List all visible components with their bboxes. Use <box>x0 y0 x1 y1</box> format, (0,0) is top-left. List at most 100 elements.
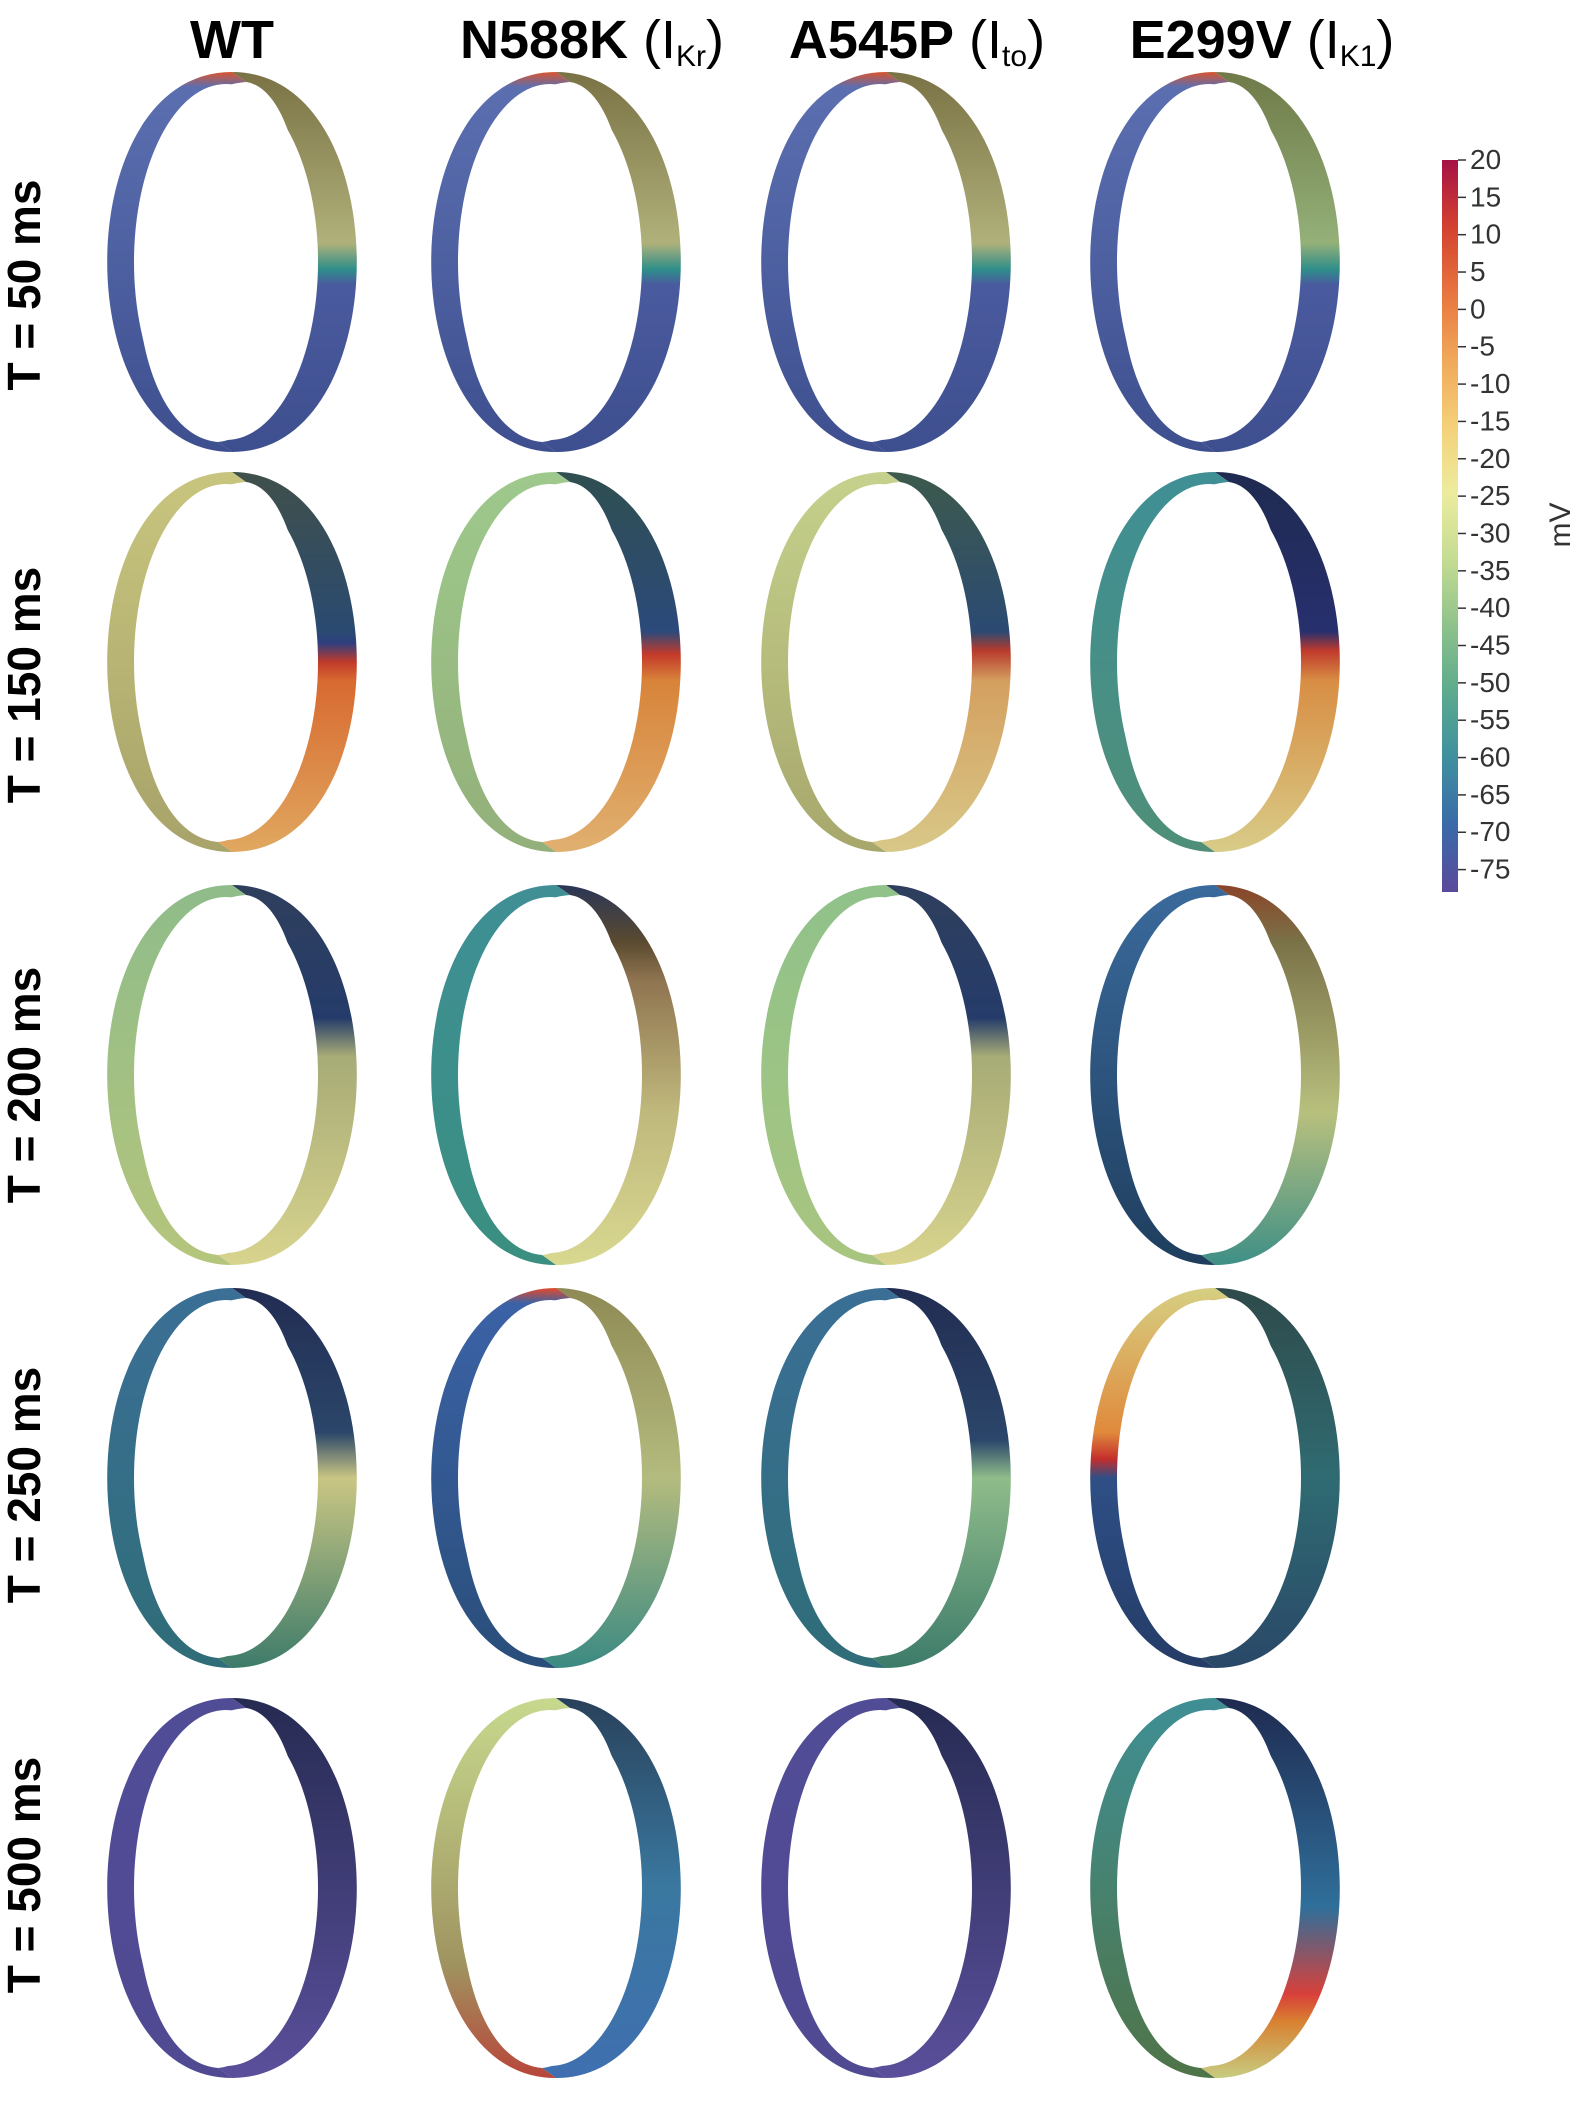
ring-left-band <box>431 1288 570 1668</box>
ring-right-band <box>1201 472 1340 852</box>
ring-left-band <box>1090 1288 1229 1668</box>
colorbar-tick-label: -15 <box>1470 405 1510 436</box>
ring-right-band <box>542 472 681 852</box>
ring-panel <box>431 472 681 852</box>
column-title-main: E299V <box>1130 10 1292 70</box>
colorbar-tick-label: -60 <box>1470 742 1510 773</box>
colorbar-tick-label: 10 <box>1470 219 1501 250</box>
ring-left-band <box>761 472 900 852</box>
ring-right-band <box>542 1698 681 2078</box>
ring-left-band <box>1090 1698 1229 2078</box>
column-title-main: A545P <box>789 10 954 70</box>
ring-left-band <box>107 885 246 1265</box>
colorbar-tick-label: 5 <box>1470 256 1486 287</box>
ring-right-band <box>872 72 1011 452</box>
ring-right-band <box>542 72 681 452</box>
ring-left-band <box>431 885 570 1265</box>
column-current-prefix: (I <box>1292 10 1340 70</box>
ring-panel <box>107 885 357 1265</box>
ring-inner-hole <box>1117 1710 1301 2066</box>
colorbar-ticks: 20 15 10 5 0 -5 -10 -15 -20 -25 -30 -35 -40 -45 -50 -55… <box>1458 144 1510 885</box>
ring-panel <box>107 472 357 852</box>
ring-right-band <box>872 472 1011 852</box>
row-labels: T = 50 ms T = 150 ms T = 200 ms T = 250 … <box>0 180 50 1994</box>
ring-right-band <box>218 1698 357 2078</box>
column-current-suffix: ) <box>1376 10 1394 70</box>
ring-left-band <box>431 472 570 852</box>
colorbar-tick-label: 0 <box>1470 293 1486 324</box>
ring-left-band <box>761 72 900 452</box>
ring-inner-hole <box>134 1300 318 1656</box>
ring-left-band <box>431 1698 570 2078</box>
colorbar-gradient <box>1442 160 1458 892</box>
column-current-subscript: K1 <box>1340 40 1377 73</box>
ring-panel <box>1090 72 1340 452</box>
colorbar-tick-label: -25 <box>1470 480 1510 511</box>
ring-left-band <box>1090 885 1229 1265</box>
ring-inner-hole <box>134 484 318 840</box>
ring-panel <box>761 472 1011 852</box>
ring-panel <box>431 1288 681 1668</box>
ring-panel <box>107 72 357 452</box>
ring-left-band <box>107 1288 246 1668</box>
ring-inner-hole <box>458 1300 642 1656</box>
column-title-main: N588K <box>460 10 628 70</box>
column-current-prefix: (I <box>628 10 676 70</box>
ring-panel <box>107 1698 357 2078</box>
colorbar-tick-label: -10 <box>1470 368 1510 399</box>
column-header-wt: WT <box>190 10 274 70</box>
ring-inner-hole <box>788 897 972 1253</box>
row-label-500ms: T = 500 ms <box>0 1757 50 1994</box>
ring-right-band <box>872 1698 1011 2078</box>
ring-right-band <box>1201 1288 1340 1668</box>
ring-panel <box>431 72 681 452</box>
ring-panels <box>107 72 1340 2078</box>
colorbar-unit-label: mV <box>1544 503 1577 548</box>
row-label-150ms: T = 150 ms <box>0 567 50 804</box>
ring-inner-hole <box>458 1710 642 2066</box>
ring-left-band <box>1090 72 1229 452</box>
ring-panel <box>761 1288 1011 1668</box>
colorbar-tick-label: -55 <box>1470 704 1510 735</box>
ring-inner-hole <box>788 484 972 840</box>
ring-panel <box>1090 1698 1340 2078</box>
ring-panel <box>761 885 1011 1265</box>
colorbar-tick-label: -35 <box>1470 555 1510 586</box>
ring-left-band <box>761 885 900 1265</box>
colorbar-tick-label: -50 <box>1470 667 1510 698</box>
ring-inner-hole <box>1117 897 1301 1253</box>
ring-inner-hole <box>458 484 642 840</box>
colorbar-tick-label: -5 <box>1470 331 1495 362</box>
ring-right-band <box>1201 72 1340 452</box>
row-label-50ms: T = 50 ms <box>0 180 50 391</box>
colorbar-tick-label: -45 <box>1470 630 1510 661</box>
colorbar-tick-label: -65 <box>1470 779 1510 810</box>
ring-inner-hole <box>788 1300 972 1656</box>
colorbar-tick-label: 20 <box>1470 144 1501 175</box>
ring-left-band <box>107 1698 246 2078</box>
column-title-main: WT <box>190 10 274 70</box>
colorbar-tick-label: -75 <box>1470 854 1510 885</box>
column-current-prefix: (I <box>954 10 1002 70</box>
ring-right-band <box>218 1288 357 1668</box>
column-header-n588k: N588K (IKr) <box>460 10 724 73</box>
ring-right-band <box>218 885 357 1265</box>
ring-panel <box>1090 1288 1340 1668</box>
column-header-a545p: A545P (Ito) <box>789 10 1045 73</box>
ring-left-band <box>107 72 246 452</box>
ring-panel <box>107 1288 357 1668</box>
colorbar-tick-label: 15 <box>1470 181 1501 212</box>
ring-panel <box>431 885 681 1265</box>
row-label-200ms: T = 200 ms <box>0 967 50 1204</box>
ring-panel <box>761 1698 1011 2078</box>
colorbar: 20 15 10 5 0 -5 -10 -15 -20 -25 -30 -35 -40 -45 -50 -55… <box>1442 144 1577 892</box>
ring-right-band <box>872 1288 1011 1668</box>
ring-right-band <box>542 1288 681 1668</box>
ring-right-band <box>218 72 357 452</box>
column-current-subscript: Kr <box>676 40 706 73</box>
ring-panel <box>431 1698 681 2078</box>
column-current-suffix: ) <box>1027 10 1045 70</box>
column-headers: WT N588K (IKr) A545P (Ito) E299V (IK1) <box>190 10 1394 73</box>
ring-right-band <box>218 472 357 852</box>
